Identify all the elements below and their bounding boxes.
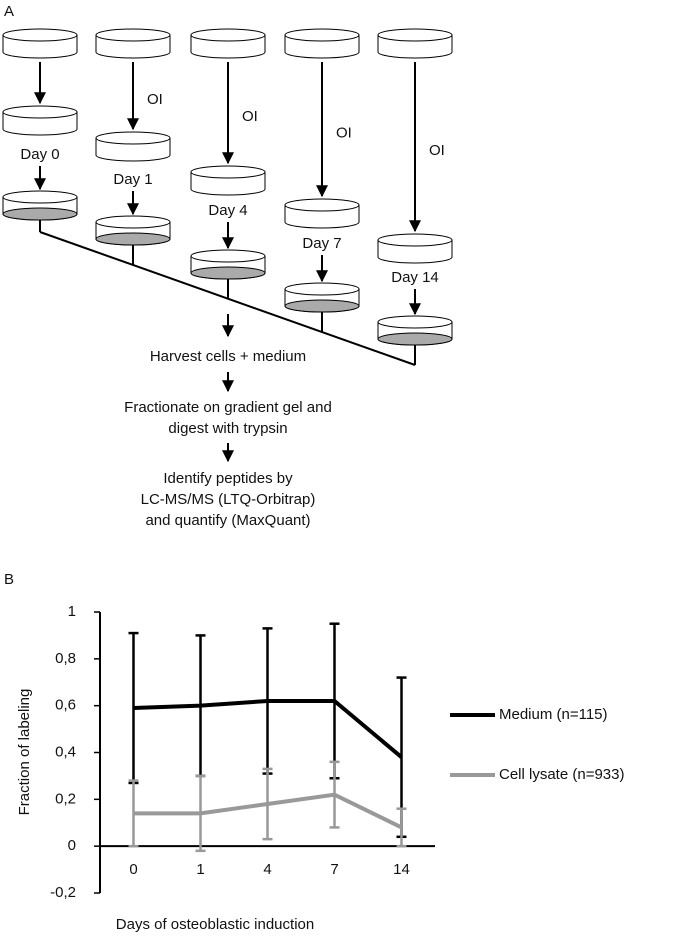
x-tick-label: 0 xyxy=(129,861,137,878)
x-tick-label: 14 xyxy=(393,861,410,878)
dish-top xyxy=(284,198,360,212)
oi-label: OI xyxy=(336,124,352,141)
step: Harvest cells + medium xyxy=(150,348,306,365)
legend-label: Cell lysate (n=933) xyxy=(499,766,624,783)
dish-top xyxy=(190,165,266,179)
dish-body xyxy=(2,112,78,136)
y-tick-label: 1 xyxy=(68,603,76,620)
dish-top xyxy=(95,215,171,229)
dish-body xyxy=(95,35,171,59)
dish-bottom xyxy=(377,332,453,346)
x-tick-label: 4 xyxy=(263,861,271,878)
step: LC-MS/MS (LTQ-Orbitrap) xyxy=(141,491,316,508)
dish-top xyxy=(284,28,360,42)
dish-top xyxy=(2,105,78,119)
dish-bottom xyxy=(95,232,171,246)
dish-body xyxy=(95,138,171,162)
step: Identify peptides by xyxy=(163,470,293,487)
dish-body xyxy=(284,205,360,229)
dish-body xyxy=(284,35,360,59)
step: and quantify (MaxQuant) xyxy=(145,512,310,529)
dish-bottom xyxy=(284,299,360,313)
day-label: Day 1 xyxy=(113,171,152,188)
dish-body xyxy=(2,35,78,59)
dish-body xyxy=(190,172,266,196)
dish-top xyxy=(377,28,453,42)
x-tick-label: 1 xyxy=(196,861,204,878)
y-tick-label: -0,2 xyxy=(50,884,76,901)
day-label: Day 7 xyxy=(302,235,341,252)
x-axis-label: Days of osteoblastic induction xyxy=(116,916,314,933)
y-tick-label: 0,6 xyxy=(55,697,76,714)
y-tick-label: 0,4 xyxy=(55,743,76,760)
y-tick-label: 0,2 xyxy=(55,790,76,807)
dish-bottom xyxy=(190,266,266,280)
oi-label: OI xyxy=(429,142,445,159)
dish-top xyxy=(2,190,78,204)
dish-top xyxy=(2,28,78,42)
x-tick-label: 7 xyxy=(330,861,338,878)
dish-body xyxy=(190,35,266,59)
dish-body xyxy=(377,35,453,59)
step: Fractionate on gradient gel and xyxy=(124,399,332,416)
y-tick-label: 0,8 xyxy=(55,650,76,667)
legend-label: Medium (n=115) xyxy=(499,706,608,723)
dish-top xyxy=(190,249,266,263)
panel-label: A xyxy=(4,3,14,20)
diagram: A Day 0 OI Day 1 OI Day 4 OI Day 7 OI Day 14 Harve… xyxy=(2,3,453,529)
dish-top xyxy=(377,233,453,247)
dish-top xyxy=(95,28,171,42)
dish-top xyxy=(190,28,266,42)
y-axis-label: Fraction of labeling xyxy=(16,689,33,816)
dish-top xyxy=(377,315,453,329)
day-label: Day 4 xyxy=(208,202,247,219)
dish-top xyxy=(284,282,360,296)
day-label: Day 0 xyxy=(20,146,59,163)
step: digest with trypsin xyxy=(168,420,287,437)
dish-bottom xyxy=(2,207,78,221)
dish-body xyxy=(377,240,453,264)
dish-top xyxy=(95,131,171,145)
series-line xyxy=(133,698,403,759)
series-line xyxy=(133,792,403,830)
panel-label: B xyxy=(4,571,14,588)
oi-label: OI xyxy=(242,108,258,125)
oi-label: OI xyxy=(147,91,163,108)
day-label: Day 14 xyxy=(391,269,439,286)
y-tick-label: 0 xyxy=(68,837,76,854)
